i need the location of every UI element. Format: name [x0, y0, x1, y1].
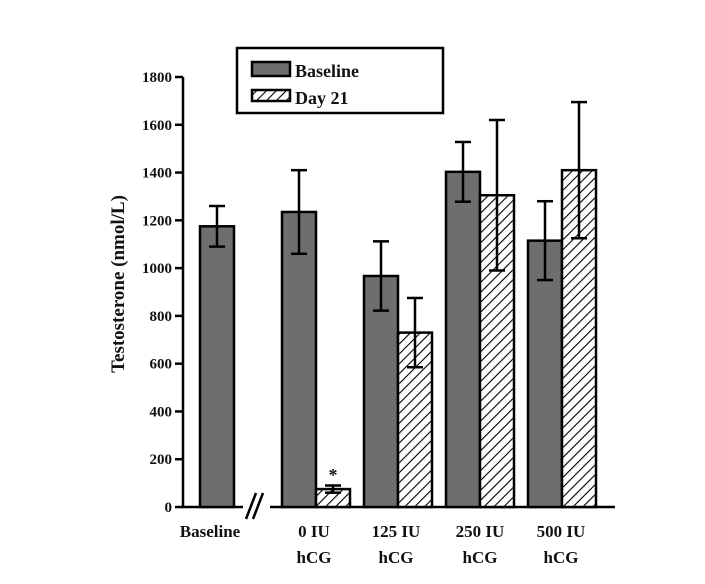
- legend-swatch-day21: [250, 88, 292, 103]
- y-tick-label: 1600: [142, 118, 172, 134]
- y-tick-label: 1800: [142, 70, 172, 86]
- y-tick-label: 1000: [142, 261, 172, 277]
- legend-box: [235, 46, 445, 115]
- bar-baseline: [362, 274, 400, 509]
- bars: [198, 168, 598, 509]
- category-label: 125 IU: [372, 522, 421, 541]
- bar-baseline: [444, 170, 482, 509]
- y-tick-label: 1400: [142, 166, 172, 182]
- category-label: 250 IU: [456, 522, 505, 541]
- category-label: Baseline: [180, 522, 241, 541]
- error-bars: [209, 100, 587, 494]
- legend-label-baseline: Baseline: [295, 61, 359, 81]
- annotations: *: [329, 465, 338, 485]
- y-tick-label: 600: [150, 357, 173, 373]
- category-label-line2: hCG: [379, 548, 414, 567]
- legend-label-day21: Day 21: [295, 88, 349, 108]
- bar-baseline: [280, 210, 318, 509]
- significance-asterisk: *: [329, 465, 338, 485]
- y-tick-label: 800: [150, 309, 173, 325]
- y-axis-title: Testosterone (nmol/L): [108, 195, 129, 373]
- axis-break-mark: [251, 492, 265, 520]
- legend: Baseline Day 21: [235, 46, 445, 115]
- y-axis: 0 200 400 600 800 1000 1200 1400 1600 1800: [142, 70, 185, 516]
- category-label-line2: hCG: [544, 548, 579, 567]
- y-tick-label: 0: [165, 500, 173, 516]
- axis-break-mark: [244, 492, 258, 520]
- y-tick-label: 400: [150, 404, 173, 420]
- y-tick-label: 200: [150, 452, 173, 468]
- category-label-line2: hCG: [297, 548, 332, 567]
- category-label: 500 IU: [537, 522, 586, 541]
- category-labels: Baseline 0 IU hCG 125 IU hCG 250 IU hCG 500 IU h…: [180, 522, 586, 567]
- legend-swatch-baseline: [250, 60, 292, 78]
- y-tick-label: 1200: [142, 213, 172, 229]
- category-label: 0 IU: [298, 522, 330, 541]
- category-label-line2: hCG: [463, 548, 498, 567]
- bar-baseline: [198, 225, 236, 509]
